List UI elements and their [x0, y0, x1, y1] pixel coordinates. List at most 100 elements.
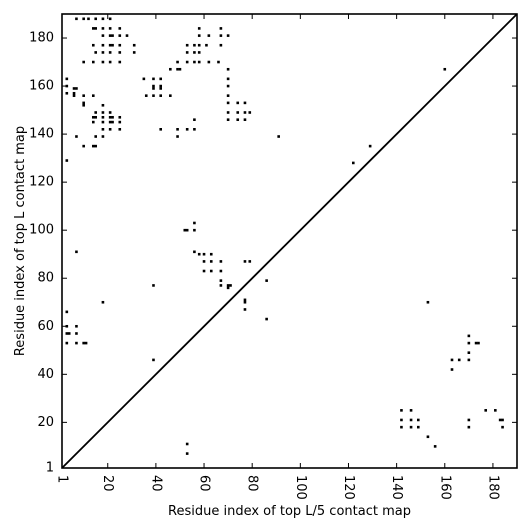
contact-point [467, 341, 471, 345]
contact-point [351, 161, 355, 165]
contact-point [467, 351, 471, 354]
contact-point [409, 409, 413, 412]
contact-point [193, 128, 196, 131]
contact-point [65, 159, 69, 162]
x-tick-label: 1 [55, 475, 70, 483]
contact-point [236, 111, 240, 114]
contact-point [248, 260, 252, 263]
contact-point [178, 67, 182, 71]
y-tick-label: 100 [29, 223, 54, 238]
contact-point [75, 17, 78, 21]
contact-point [118, 34, 122, 37]
contact-point [118, 60, 122, 64]
contact-point [111, 43, 114, 47]
contact-point [494, 409, 497, 412]
contact-point [185, 128, 189, 131]
contact-points [65, 17, 504, 455]
contact-point [108, 115, 112, 119]
contact-point [226, 94, 230, 97]
contact-point [426, 435, 430, 439]
contact-point [152, 358, 155, 362]
contact-point [94, 144, 98, 148]
contact-point [118, 128, 122, 131]
y-tick-label: 160 [29, 79, 54, 94]
contact-point [75, 341, 78, 345]
contact-point [72, 87, 76, 90]
contact-point [185, 43, 189, 47]
contact-point [226, 84, 230, 88]
contact-point [400, 409, 403, 412]
x-tick-label: 60 [197, 475, 212, 492]
contact-point [236, 101, 240, 105]
contact-point [205, 43, 208, 47]
contact-point [108, 27, 112, 30]
contact-point [82, 103, 85, 107]
contact-point [193, 228, 196, 232]
contact-point [219, 284, 223, 287]
contact-point [101, 27, 105, 30]
contact-point [202, 269, 206, 273]
contact-point [82, 60, 85, 64]
contact-point [265, 279, 268, 282]
contact-point [94, 111, 98, 114]
contact-point [159, 94, 163, 97]
contact-point [467, 425, 471, 429]
contact-point [82, 341, 85, 345]
contact-point [193, 60, 196, 64]
contact-point [229, 284, 232, 287]
contact-point [226, 101, 230, 105]
contact-point [82, 94, 85, 97]
contact-point [176, 67, 179, 71]
contact-point [65, 332, 69, 335]
x-tick-label: 160 [437, 475, 452, 500]
contact-point [91, 27, 95, 30]
contact-point [433, 445, 437, 448]
contact-point [193, 221, 196, 225]
contact-point [197, 34, 201, 37]
contact-point [82, 101, 85, 105]
contact-point [72, 94, 76, 97]
x-tick-label: 120 [341, 475, 356, 500]
contact-point [176, 135, 179, 138]
contact-point [111, 120, 114, 124]
contact-point [87, 17, 90, 21]
contact-point [67, 332, 71, 335]
x-tick-label: 100 [293, 475, 308, 500]
contact-point [94, 27, 98, 30]
contact-point [209, 269, 213, 273]
contact-point [101, 43, 105, 47]
contact-point [118, 43, 122, 47]
contact-point [226, 111, 230, 114]
contact-point [457, 358, 461, 362]
x-tick-label: 20 [100, 475, 115, 492]
contact-point [101, 120, 105, 124]
contact-point [108, 60, 112, 64]
contact-point [152, 87, 155, 90]
contact-point [185, 51, 189, 54]
contact-point [142, 77, 146, 81]
contact-point [219, 34, 223, 37]
contact-point [152, 84, 155, 88]
contact-point [202, 260, 206, 263]
contact-point [400, 425, 403, 429]
contact-point [226, 77, 230, 81]
contact-point [243, 101, 247, 105]
contact-point [400, 418, 403, 422]
contact-point [91, 94, 95, 97]
contact-point [498, 418, 502, 422]
contact-point [426, 300, 430, 304]
contact-point [243, 308, 247, 311]
contact-point [467, 334, 471, 338]
contact-point [197, 60, 201, 64]
contact-point [159, 87, 163, 90]
contact-point [243, 118, 247, 121]
contact-point [65, 310, 69, 314]
contact-point [219, 43, 223, 47]
contact-point [450, 358, 454, 362]
contact-point [219, 27, 223, 30]
contact-point [118, 115, 122, 119]
contact-point [72, 91, 76, 95]
contact-point [169, 67, 172, 71]
contact-point [101, 17, 105, 21]
